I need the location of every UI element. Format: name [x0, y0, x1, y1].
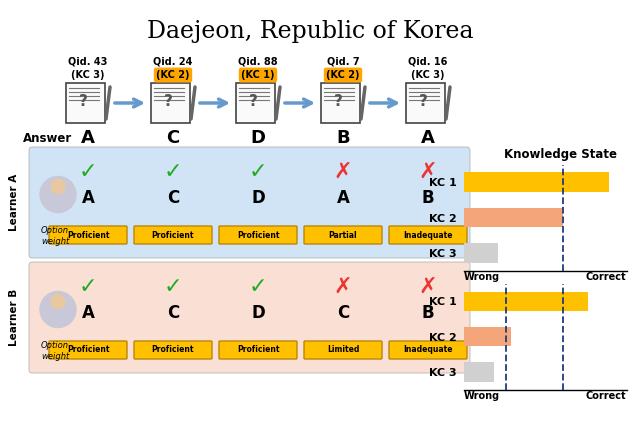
- Text: Option
weight: Option weight: [41, 341, 69, 361]
- Text: ✗: ✗: [419, 162, 437, 182]
- Text: Proficient: Proficient: [237, 346, 279, 355]
- Text: Partial: Partial: [329, 230, 357, 239]
- Text: Option
weight: Option weight: [41, 226, 69, 246]
- Text: ✗: ✗: [333, 277, 352, 297]
- Text: C: C: [166, 129, 180, 147]
- Text: A: A: [81, 129, 95, 147]
- Circle shape: [51, 180, 65, 194]
- Text: ✓: ✓: [249, 277, 268, 297]
- Text: ✓: ✓: [79, 277, 97, 297]
- Text: ✓: ✓: [164, 162, 182, 182]
- Bar: [464, 291, 588, 311]
- Text: C: C: [167, 304, 179, 322]
- FancyBboxPatch shape: [389, 226, 467, 244]
- FancyBboxPatch shape: [406, 83, 445, 123]
- Text: Wrong: Wrong: [464, 272, 500, 282]
- Text: ?: ?: [419, 94, 428, 109]
- Circle shape: [51, 294, 65, 308]
- Text: ?: ?: [334, 94, 343, 109]
- Bar: [464, 208, 563, 227]
- Text: B: B: [422, 304, 435, 322]
- Text: D: D: [250, 129, 266, 147]
- Text: C: C: [337, 304, 349, 322]
- Text: ?: ?: [249, 94, 258, 109]
- FancyBboxPatch shape: [219, 341, 297, 359]
- Bar: [464, 327, 511, 346]
- Text: Qid. 16: Qid. 16: [408, 57, 448, 67]
- FancyBboxPatch shape: [134, 341, 212, 359]
- Circle shape: [40, 291, 76, 327]
- Text: ✓: ✓: [249, 162, 268, 182]
- FancyBboxPatch shape: [151, 83, 190, 123]
- Text: Qid. 43: Qid. 43: [68, 57, 108, 67]
- Text: D: D: [251, 304, 265, 322]
- Text: Daejeon, Republic of Korea: Daejeon, Republic of Korea: [147, 20, 473, 43]
- Text: Proficient: Proficient: [237, 230, 279, 239]
- Text: ✗: ✗: [419, 277, 437, 297]
- Circle shape: [40, 177, 76, 213]
- Text: ✓: ✓: [79, 162, 97, 182]
- FancyBboxPatch shape: [304, 341, 382, 359]
- Text: (KC 2): (KC 2): [326, 70, 360, 80]
- Text: Learner A: Learner A: [9, 174, 19, 231]
- FancyBboxPatch shape: [134, 226, 212, 244]
- FancyBboxPatch shape: [219, 226, 297, 244]
- Text: ✓: ✓: [164, 277, 182, 297]
- Text: Knowledge State: Knowledge State: [504, 148, 616, 161]
- FancyBboxPatch shape: [304, 226, 382, 244]
- FancyBboxPatch shape: [236, 83, 275, 123]
- Text: (KC 3): (KC 3): [412, 70, 445, 80]
- Text: Proficient: Proficient: [67, 346, 109, 355]
- Text: Qid. 24: Qid. 24: [154, 57, 193, 67]
- Text: Proficient: Proficient: [152, 230, 195, 239]
- FancyBboxPatch shape: [389, 341, 467, 359]
- Text: Wrong: Wrong: [464, 391, 500, 401]
- Text: A: A: [81, 304, 95, 322]
- Text: D: D: [251, 189, 265, 207]
- Text: Correct: Correct: [585, 391, 626, 401]
- Text: (KC 1): (KC 1): [241, 70, 275, 80]
- Text: Correct: Correct: [585, 272, 626, 282]
- Text: (KC 3): (KC 3): [71, 70, 105, 80]
- Bar: [464, 362, 493, 382]
- Text: Inadequate: Inadequate: [403, 346, 452, 355]
- Text: C: C: [167, 189, 179, 207]
- Text: Proficient: Proficient: [67, 230, 109, 239]
- FancyBboxPatch shape: [49, 226, 127, 244]
- Text: A: A: [81, 189, 95, 207]
- FancyBboxPatch shape: [321, 83, 360, 123]
- Text: B: B: [422, 189, 435, 207]
- Text: A: A: [421, 129, 435, 147]
- FancyBboxPatch shape: [49, 341, 127, 359]
- FancyBboxPatch shape: [29, 262, 470, 373]
- Text: ?: ?: [79, 94, 88, 109]
- Text: A: A: [337, 189, 349, 207]
- Text: (KC 2): (KC 2): [156, 70, 189, 80]
- Text: B: B: [336, 129, 350, 147]
- Text: Inadequate: Inadequate: [403, 230, 452, 239]
- Bar: [464, 172, 609, 192]
- Text: Qid. 88: Qid. 88: [238, 57, 278, 67]
- Text: Qid. 7: Qid. 7: [326, 57, 359, 67]
- Text: Learner B: Learner B: [9, 289, 19, 346]
- FancyBboxPatch shape: [66, 83, 105, 123]
- Text: ✗: ✗: [333, 162, 352, 182]
- Bar: [464, 243, 498, 263]
- Text: Limited: Limited: [327, 346, 359, 355]
- FancyBboxPatch shape: [29, 147, 470, 258]
- Text: ?: ?: [164, 94, 173, 109]
- Text: Proficient: Proficient: [152, 346, 195, 355]
- Text: Answer: Answer: [24, 132, 72, 145]
